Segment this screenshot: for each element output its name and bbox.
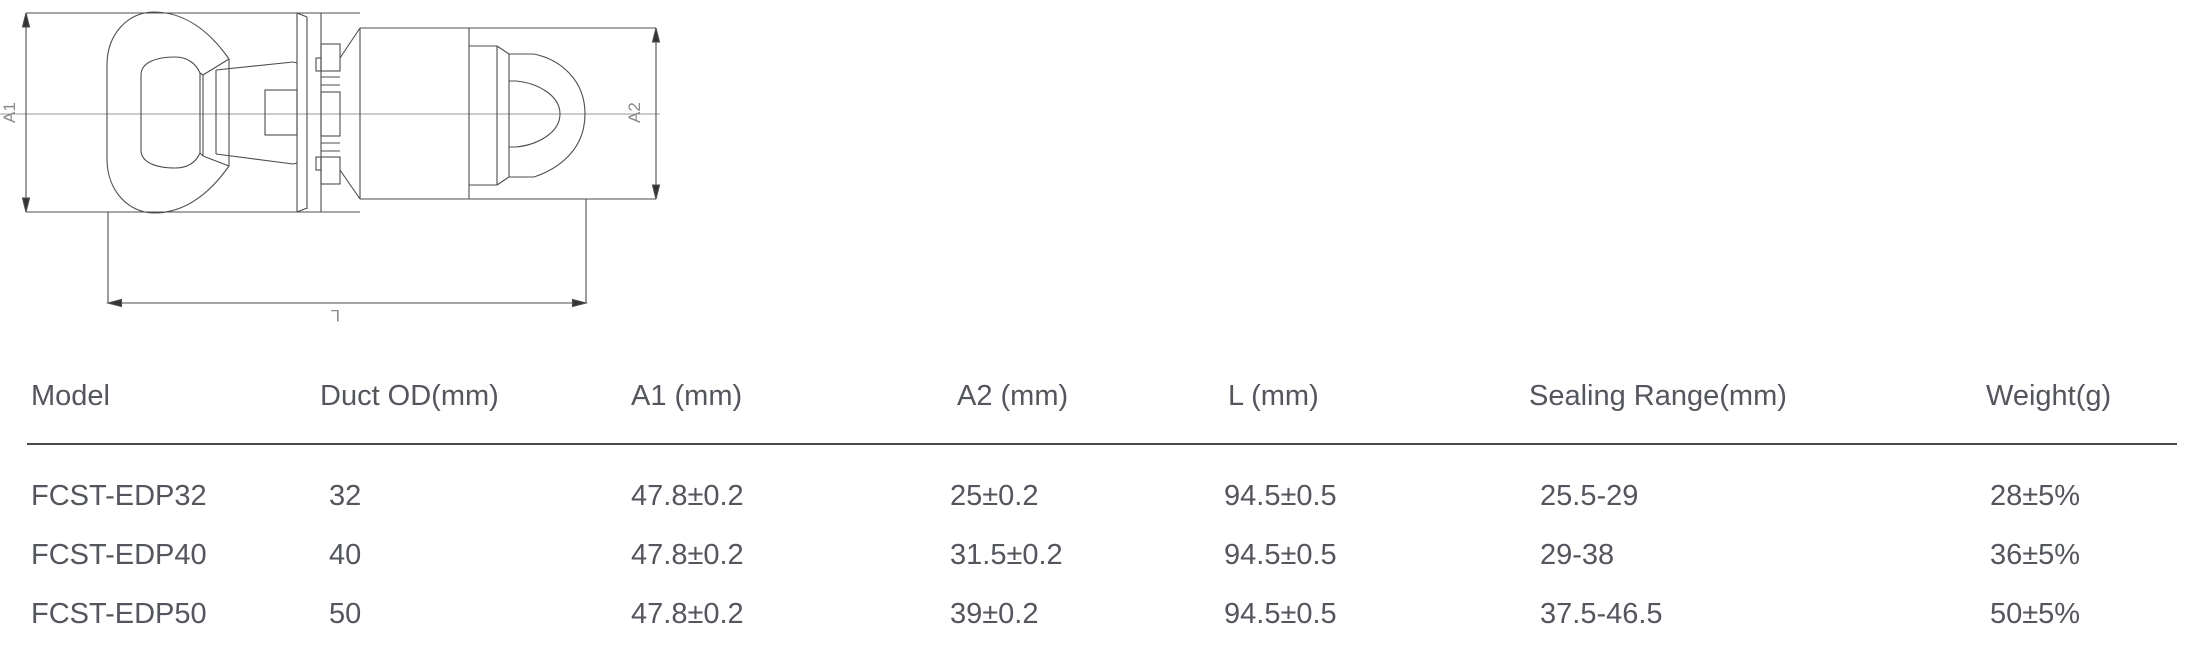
svg-text:A2: A2	[625, 102, 644, 123]
svg-text:A1: A1	[0, 102, 19, 123]
svg-text:L: L	[331, 306, 340, 325]
